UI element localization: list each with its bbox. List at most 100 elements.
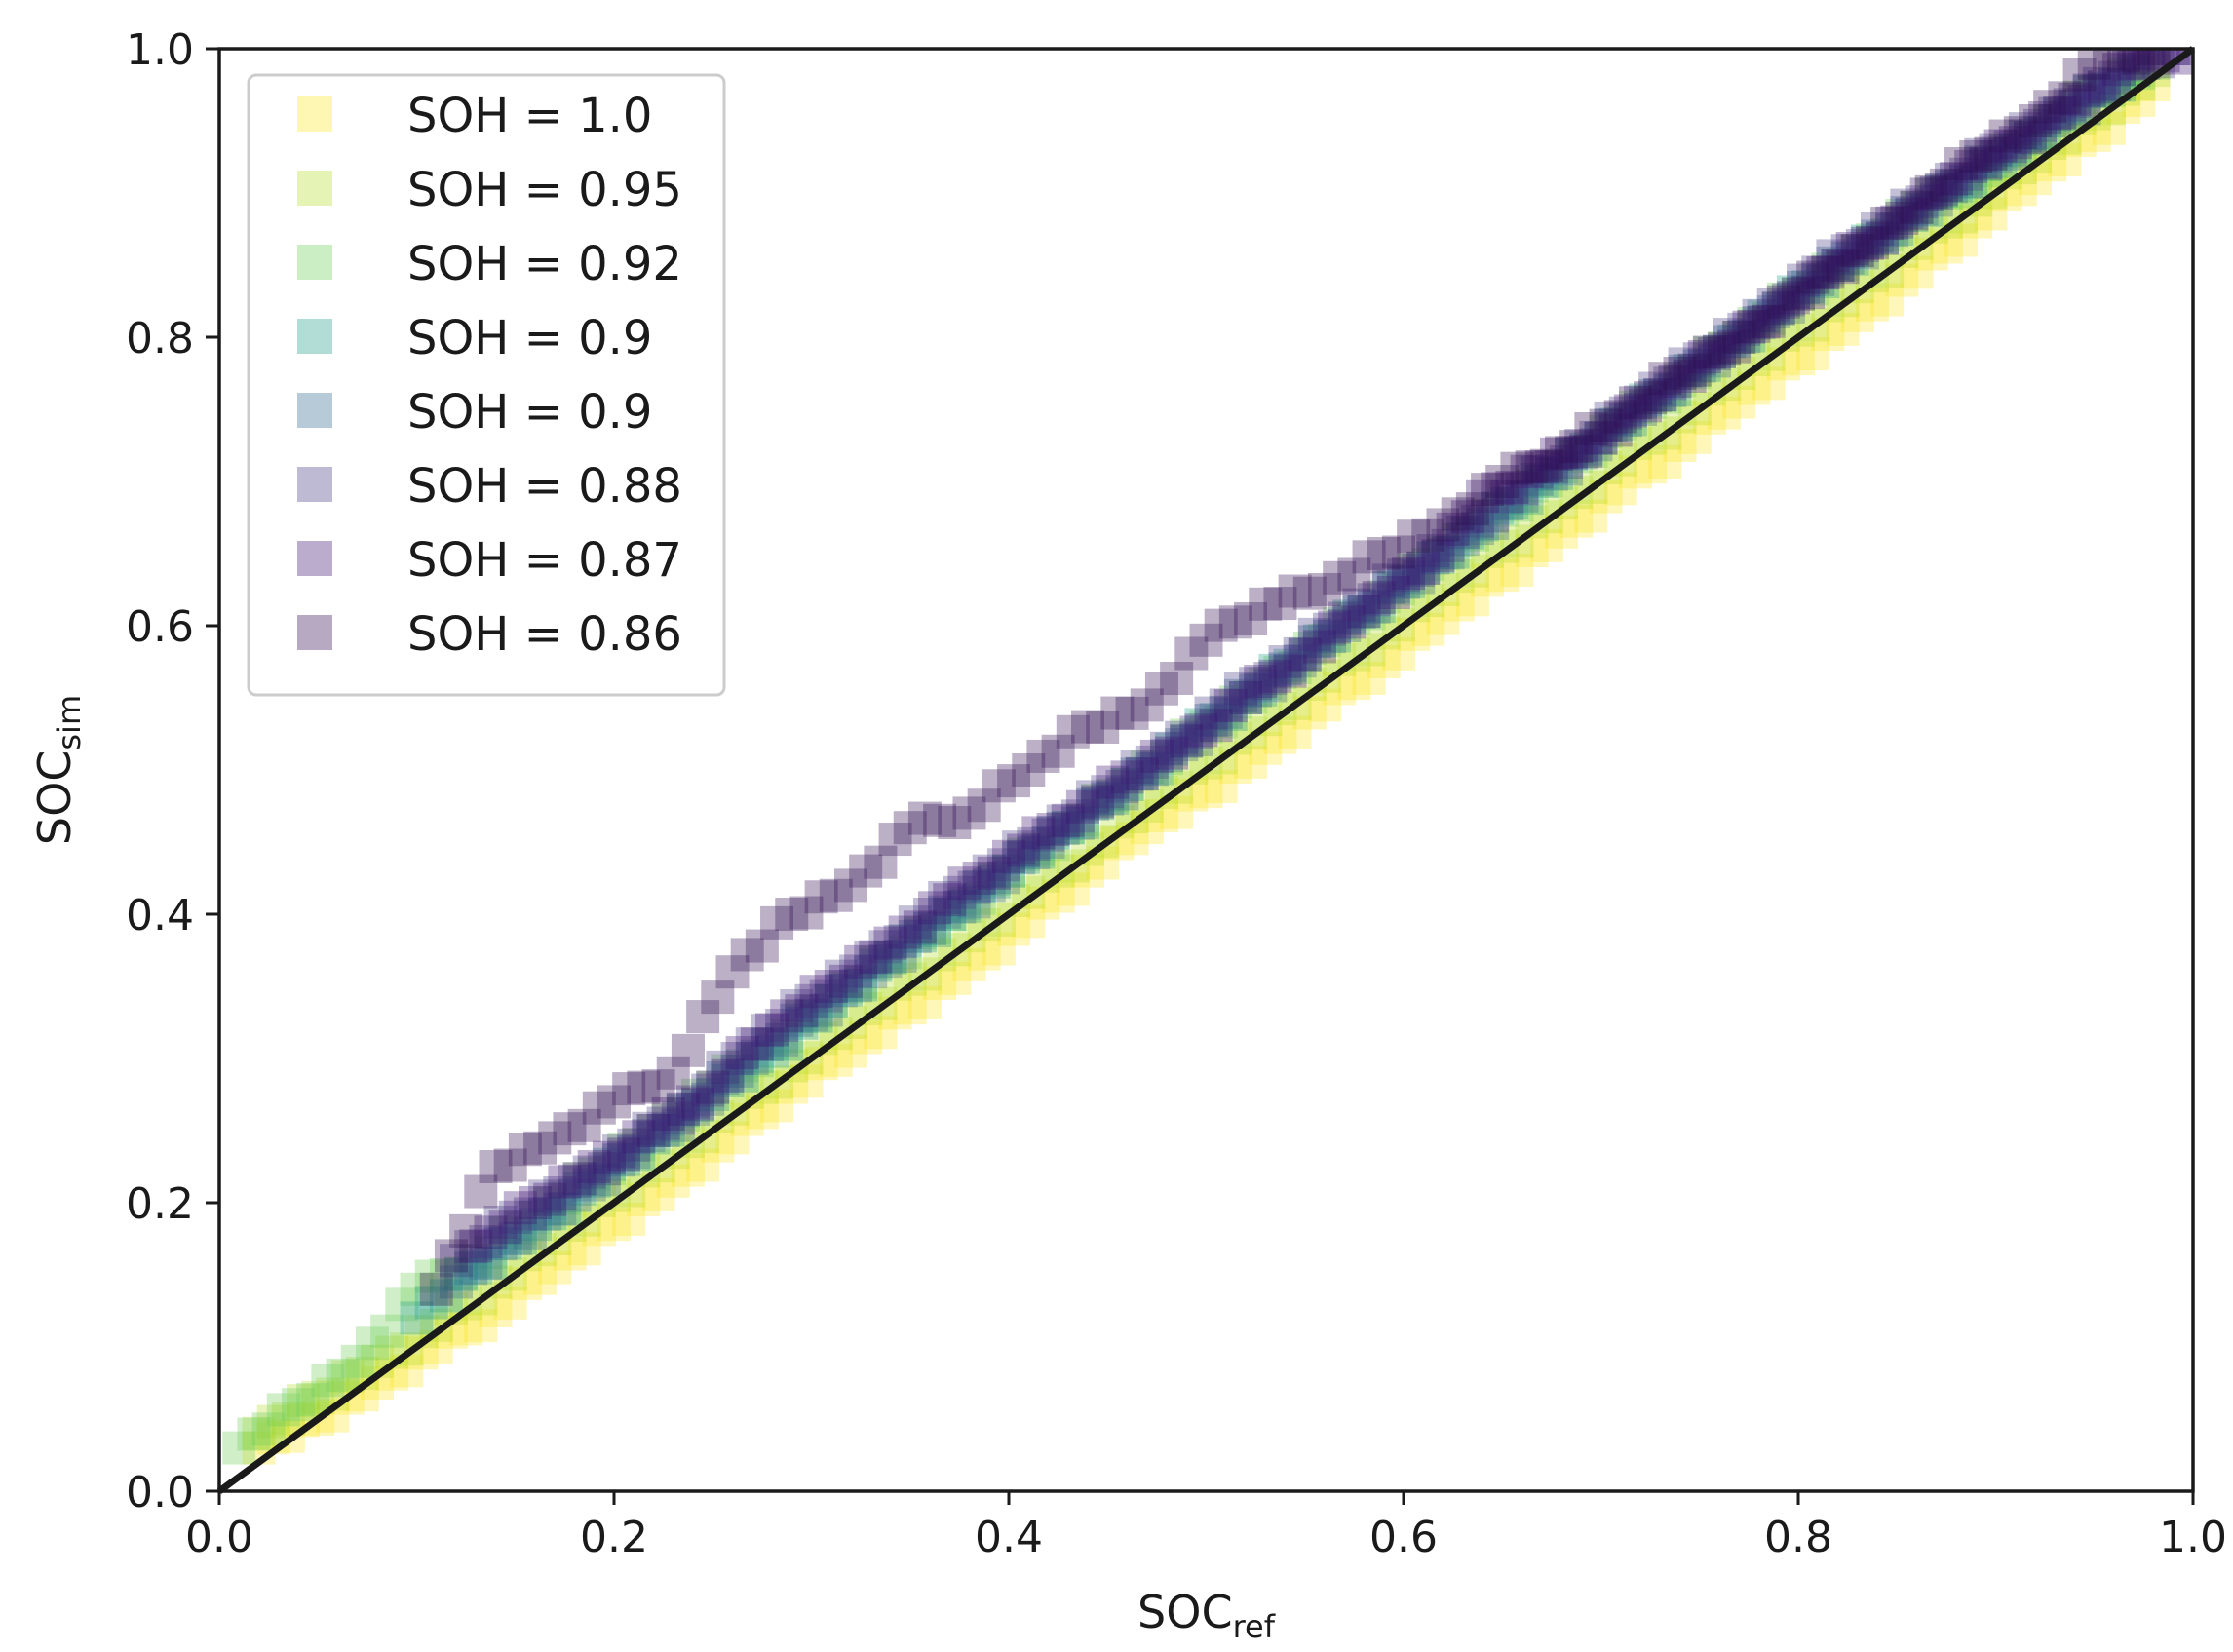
data-point	[1589, 408, 1623, 442]
data-point	[1194, 696, 1228, 730]
legend-item: SOH = 0.86	[297, 607, 682, 662]
data-point	[1638, 371, 1673, 405]
data-point	[488, 1216, 522, 1250]
legend-item: SOH = 1.0	[297, 89, 652, 143]
legend-item: SOH = 0.9	[297, 385, 652, 440]
data-point	[1796, 272, 1830, 306]
data-point	[986, 861, 1020, 895]
data-point	[282, 1388, 315, 1422]
data-point	[1550, 452, 1584, 486]
data-point	[715, 955, 750, 989]
legend-swatch	[297, 319, 332, 354]
data-point	[1239, 667, 1273, 701]
data-point	[938, 806, 972, 840]
data-point	[696, 1070, 730, 1104]
legend-label: SOH = 0.9	[407, 311, 652, 365]
data-point	[1648, 380, 1682, 414]
data-point	[454, 1251, 488, 1286]
data-point	[528, 1179, 562, 1213]
data-point	[519, 1208, 552, 1242]
x-tick-label: 1.0	[2159, 1513, 2227, 1562]
data-point	[1924, 173, 1958, 207]
data-point	[513, 1197, 547, 1231]
data-point	[1105, 770, 1139, 804]
data-point	[1273, 648, 1307, 682]
data-point	[957, 885, 991, 919]
data-point	[1426, 537, 1460, 570]
data-point	[859, 948, 893, 982]
data-point	[1682, 342, 1716, 376]
data-point	[1914, 177, 1948, 211]
data-point	[1821, 249, 1855, 282]
data-point	[770, 999, 804, 1033]
data-point	[1308, 623, 1341, 657]
data-point	[1618, 386, 1652, 420]
data-point	[1209, 688, 1243, 722]
data-point	[947, 889, 982, 923]
data-point	[1629, 389, 1663, 423]
data-point	[1722, 321, 1756, 354]
data-point	[918, 891, 952, 925]
data-point	[1402, 554, 1436, 588]
data-point	[972, 854, 1006, 888]
data-point	[2038, 104, 2072, 137]
data-point	[1239, 673, 1273, 708]
data-point	[2058, 82, 2092, 116]
data-point	[740, 1027, 774, 1061]
data-point	[1598, 407, 1633, 442]
data-point	[582, 1091, 616, 1125]
data-point	[1608, 403, 1642, 438]
data-point	[553, 1112, 587, 1146]
data-point	[597, 1085, 631, 1119]
data-point	[1682, 349, 1716, 383]
data-point	[1253, 662, 1288, 696]
legend-label: SOH = 0.92	[407, 237, 682, 291]
data-point	[986, 848, 1020, 882]
data-point	[1297, 625, 1331, 659]
data-point	[567, 1232, 601, 1266]
data-point	[1051, 803, 1085, 837]
data-point	[1081, 785, 1115, 819]
data-point	[1663, 357, 1697, 390]
x-tick-label: 0.0	[185, 1513, 253, 1562]
data-point	[503, 1221, 537, 1255]
data-point	[854, 955, 888, 989]
data-point	[444, 1257, 479, 1291]
data-point	[1529, 464, 1563, 498]
data-point	[1397, 519, 1431, 554]
data-point	[528, 1197, 562, 1231]
data-point	[1816, 239, 1850, 273]
data-point	[1840, 234, 1874, 268]
data-point	[947, 866, 982, 901]
data-point	[1677, 420, 1712, 454]
data-point	[1515, 469, 1549, 503]
data-point	[730, 938, 764, 972]
data-point	[562, 1162, 597, 1196]
data-point	[256, 1404, 290, 1439]
data-point	[1249, 667, 1283, 701]
data-point	[1771, 283, 1805, 317]
data-point	[1110, 767, 1144, 801]
data-point	[957, 870, 991, 904]
data-point	[1125, 757, 1159, 791]
data-point	[543, 1192, 577, 1226]
data-point	[656, 1056, 690, 1090]
data-point	[1826, 312, 1860, 346]
data-point	[1914, 174, 1948, 209]
data-point	[725, 1058, 759, 1093]
data-point	[651, 1102, 685, 1136]
data-point	[1766, 285, 1800, 319]
data-point	[1934, 170, 1968, 204]
data-point	[686, 1148, 720, 1182]
data-point	[1204, 705, 1238, 739]
data-point	[735, 1042, 769, 1075]
data-point	[1371, 570, 1405, 604]
data-point	[706, 1060, 740, 1095]
data-point	[735, 1027, 769, 1061]
data-point	[1613, 403, 1647, 437]
data-point	[907, 801, 942, 835]
data-point	[828, 964, 863, 998]
data-point	[1821, 249, 1855, 282]
data-point	[2053, 95, 2087, 129]
data-point	[725, 1049, 759, 1083]
